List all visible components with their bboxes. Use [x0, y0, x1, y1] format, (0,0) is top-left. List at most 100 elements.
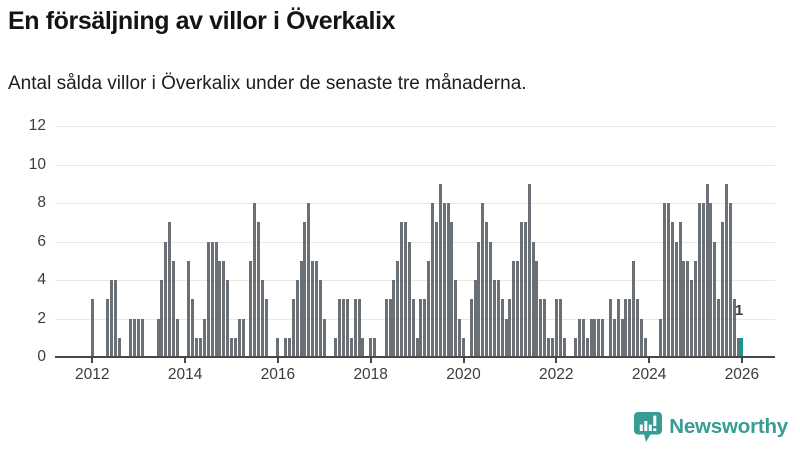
bar [384, 299, 388, 357]
bar [450, 222, 454, 357]
newsworthy-logo[interactable]: Newsworthy [633, 411, 788, 443]
gridline [55, 203, 775, 204]
last-value-label: 1 [734, 302, 744, 319]
bar [612, 318, 616, 357]
x-axis-line [55, 355, 775, 358]
bar [288, 337, 291, 357]
bar [404, 222, 407, 357]
bar [504, 318, 508, 357]
bar [230, 337, 233, 357]
gridline [55, 164, 775, 166]
bar [732, 299, 736, 357]
bar [485, 222, 489, 357]
bar [284, 337, 288, 357]
bar [434, 222, 438, 357]
bar [458, 318, 462, 357]
bar [199, 337, 203, 357]
gridline [55, 318, 775, 320]
bar [222, 260, 226, 357]
bar [670, 222, 674, 357]
gridline [55, 280, 775, 281]
bar [156, 318, 160, 357]
x-axis-label: 2026 [724, 366, 760, 383]
bar [659, 318, 663, 357]
bar [589, 318, 593, 357]
bar [616, 299, 620, 357]
y-axis-label: 4 [37, 271, 46, 288]
bar [160, 280, 164, 357]
bar [624, 299, 628, 357]
bar [724, 183, 728, 357]
bar [299, 260, 303, 357]
bar [496, 280, 500, 357]
bar [527, 183, 531, 357]
bar [554, 299, 558, 357]
bar [210, 241, 214, 357]
bar [260, 280, 264, 357]
bar [539, 299, 543, 357]
bar [346, 299, 349, 357]
bar [492, 280, 496, 357]
bar [90, 299, 94, 357]
page-subtitle: Antal sålda villor i Överkalix under de … [8, 73, 527, 94]
bar [264, 299, 268, 357]
bar [253, 203, 257, 357]
x-axis-tick [462, 357, 465, 363]
bar [411, 299, 415, 357]
bar [318, 280, 322, 357]
x-axis-label: 2022 [539, 366, 574, 383]
bar [191, 299, 195, 357]
y-axis-label: 2 [37, 309, 46, 327]
x-axis-label: 2014 [167, 366, 203, 383]
bar [639, 318, 643, 357]
bar [593, 318, 597, 357]
bar [172, 260, 175, 357]
bar [643, 337, 647, 357]
x-axis-label: 2018 [353, 366, 388, 383]
bar [636, 299, 639, 357]
bar [315, 260, 319, 357]
bar [701, 203, 705, 357]
bar [164, 241, 168, 357]
bar [133, 318, 137, 357]
bar [512, 260, 516, 357]
bar [202, 318, 206, 357]
bar [601, 318, 605, 357]
bar [481, 203, 485, 357]
bar [523, 222, 527, 357]
bar [311, 260, 315, 357]
bar [550, 337, 554, 357]
bar [469, 299, 473, 357]
bar [531, 241, 535, 357]
bar [473, 280, 477, 357]
bar [516, 260, 520, 357]
x-axis-tick [369, 357, 372, 363]
bar [535, 260, 539, 357]
bar [106, 299, 110, 357]
bar [168, 222, 172, 357]
bar [543, 299, 547, 357]
x-axis-label: 2012 [75, 366, 110, 383]
bar [686, 260, 690, 357]
bar [322, 318, 326, 357]
newsworthy-bubble-chart-icon [633, 411, 663, 443]
x-axis-tick [276, 357, 279, 363]
bar [709, 203, 713, 357]
bar [489, 241, 493, 357]
bar [721, 222, 725, 357]
bar [454, 280, 458, 357]
bar [608, 299, 612, 357]
bar [303, 222, 307, 357]
bar [415, 337, 419, 357]
bar [500, 299, 504, 357]
bar [129, 318, 133, 357]
bar [628, 299, 632, 357]
bar [342, 299, 346, 357]
bar [396, 260, 400, 357]
bar [705, 183, 709, 357]
bar [361, 337, 365, 357]
bar [690, 280, 694, 357]
bar [520, 222, 523, 357]
bar [218, 260, 222, 357]
